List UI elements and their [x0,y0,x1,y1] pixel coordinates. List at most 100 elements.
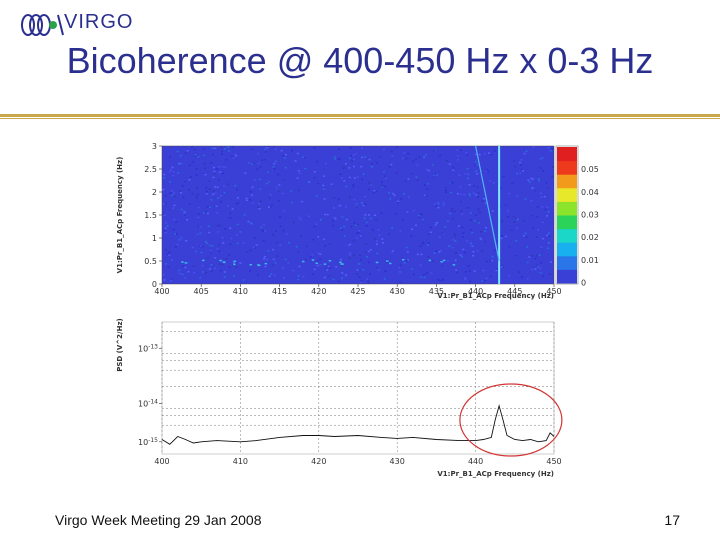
heatmap-speckle [546,234,549,237]
heatmap-speckle [428,169,430,172]
heatmap-speckle [186,150,189,152]
heatmap-speckle [262,230,265,232]
heatmap-speckle [344,275,347,277]
heatmap-speckle [468,184,471,186]
heatmap-speckle [282,155,285,157]
heatmap-speckle [462,232,465,234]
heatmap-speckle [236,197,239,199]
heatmap-speckle [382,170,385,173]
heatmap-speckle [506,210,509,212]
heatmap-speckle [197,156,200,158]
heatmap-speckle [487,170,490,173]
heatmap-speckle [197,225,200,228]
heatmap-noise [162,146,554,284]
heatmap-speckle [247,162,250,164]
heatmap-speckle [200,251,203,254]
heatmap-speckle [480,231,482,233]
heatmap-speckle [360,165,363,168]
heatmap-speckle [209,244,212,247]
heatmap-speckle [188,179,191,181]
heatmap-speckle [176,232,179,235]
heatmap-speckle [547,147,550,149]
heatmap-speckle [279,216,281,218]
heatmap-speckle [433,149,435,152]
heatmap-speckle [186,219,189,221]
heatmap-speckle [259,188,262,190]
heatmap-speckle [229,227,232,229]
heatmap-speckle [516,227,518,229]
heatmap-speckle [239,231,242,233]
heatmap-speckle [316,260,319,262]
heatmap-speckle [431,164,434,166]
heatmap-speckle [233,275,236,277]
heatmap-speckle [355,203,358,205]
heatmap-speckle [401,219,404,221]
heatmap-speckle [535,255,538,257]
heatmap-speckle [475,153,477,156]
heatmap-speckle [434,224,437,226]
heatmap-speckle [258,178,261,181]
heatmap-speckle [350,226,353,228]
heatmap-speckle [178,190,181,192]
heatmap-speckle [207,225,210,227]
heatmap-speckle [182,196,185,198]
heatmap-speckle [352,254,355,256]
heatmap-speckle [407,152,410,155]
heatmap-x-tick-label: 405 [194,287,209,296]
heatmap-speckle [539,167,542,169]
heatmap-speckle [539,158,542,160]
heatmap-speckle [242,242,245,244]
heatmap-speckle [162,212,165,214]
heatmap-speckle [519,172,522,174]
heatmap-speckle [169,192,172,194]
heatmap-speckle [236,242,239,245]
heatmap-speckle [331,220,334,222]
heatmap-speckle [391,226,393,229]
heatmap-speckle [534,268,537,270]
heatmap-x-tick-label: 440 [468,287,483,296]
heatmap-speckle [391,250,394,252]
heatmap-speckle [548,232,551,234]
heatmap-speckle [364,203,367,206]
heatmap-y-axis-label: V1:Pr_B1_ACp Frequency (Hz) [116,157,124,274]
heatmap-speckle [224,228,227,230]
psd-y-tick-label: 10-13 [138,343,158,353]
heatmap-speckle [416,253,419,256]
heatmap-speckle [453,233,456,235]
heatmap-speckle [282,210,285,212]
heatmap-speckle [173,192,176,194]
heatmap-speckle [319,263,322,266]
heatmap-speckle [217,231,220,233]
colorbar-tick-label: 0.05 [581,165,599,174]
heatmap-speckle [483,153,486,155]
heatmap-speckle [263,256,266,258]
heatmap-speckle [172,207,175,209]
heatmap-speckle [463,251,466,254]
heatmap-speckle [223,191,226,194]
heatmap-speckle [410,268,413,270]
psd-x-tick-label: 420 [311,457,326,466]
heatmap-speckle [424,184,426,186]
heatmap-speckle [527,179,530,182]
heatmap-speckle [450,191,453,194]
heatmap-speckle [258,202,260,205]
heatmap-speckle [184,180,187,183]
heatmap-speckle [502,266,505,269]
heatmap-speckle [496,240,499,242]
heatmap-speckle [271,264,274,267]
heatmap-speckle [220,200,222,203]
colorbar-tick-label: 0.01 [581,256,599,265]
heatmap-speckle [384,177,387,180]
heatmap-speckle [410,235,413,237]
heatmap-speckle [369,217,372,220]
heatmap-speckle [287,262,290,264]
heatmap-speckle [395,213,398,215]
heatmap-speckle [508,192,511,195]
heatmap-speckle [322,188,325,190]
heatmap-speckle [375,190,378,193]
heatmap-speckle [284,157,286,159]
heatmap-speckle [300,235,303,237]
heatmap-speckle [164,194,167,197]
heatmap-speckle [316,160,319,163]
heatmap-speckle [376,162,378,164]
